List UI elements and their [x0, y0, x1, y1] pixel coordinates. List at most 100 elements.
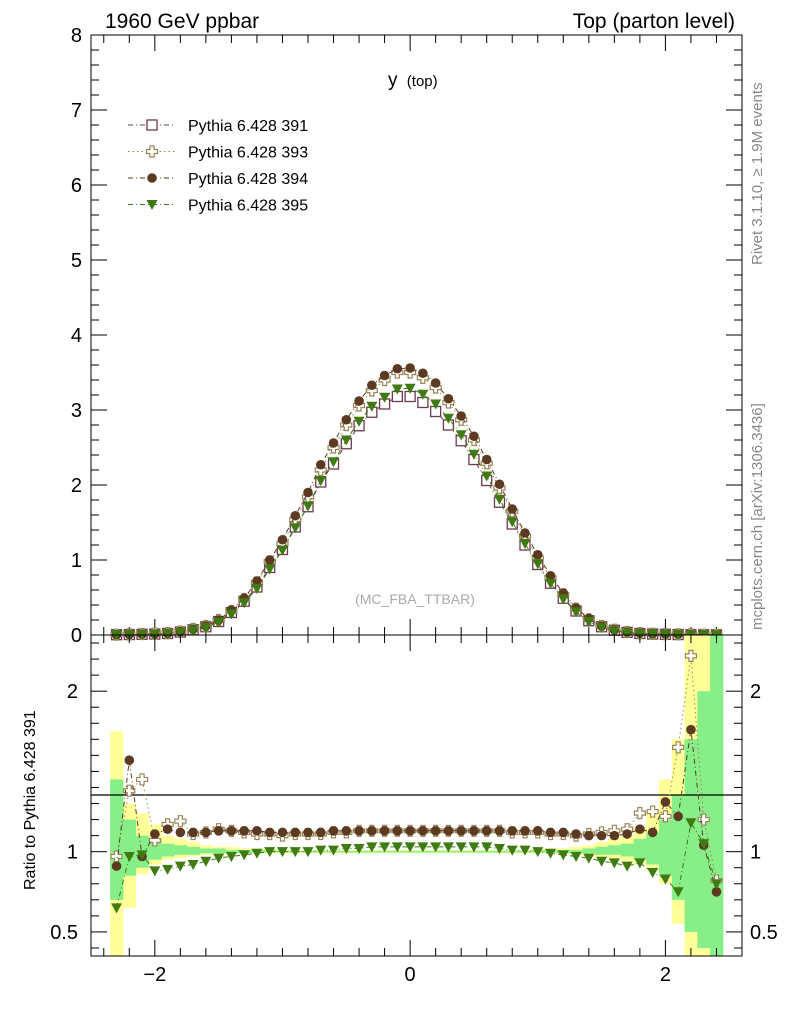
legend-label: Pythia 6.428 391 [188, 118, 308, 135]
uncertainty-band-green [122, 819, 137, 876]
ratio-point [596, 856, 608, 867]
ratio-point [646, 805, 659, 818]
ratio-series-pythia-6.428-395 [111, 818, 722, 914]
ratio-point [379, 826, 390, 836]
ratio-point [545, 827, 556, 838]
data-point [392, 363, 403, 374]
ratio-point [328, 826, 339, 836]
ratio-point [225, 851, 237, 862]
ratio-point [443, 826, 454, 836]
ratio-point [647, 827, 658, 838]
main-y-tick-label: 8 [71, 25, 82, 47]
ratio-point [659, 810, 672, 823]
ratio-point [685, 818, 697, 829]
rivet-label: Rivet 3.1.10, ≥ 1.9M events [749, 83, 766, 266]
data-point [442, 413, 454, 424]
ratio-point [201, 827, 211, 838]
main-title-sub: (top) [407, 73, 438, 90]
ratio-point [456, 826, 466, 836]
legend-label: Pythia 6.428 395 [188, 198, 308, 215]
uncertainty-band-green [186, 846, 200, 855]
data-point [341, 414, 352, 425]
ratio-point [366, 842, 378, 853]
data-point [405, 363, 415, 373]
ratio-point [583, 853, 595, 864]
uncertainty-band-green [173, 845, 188, 855]
data-point [315, 476, 327, 486]
data-point [251, 584, 263, 594]
ratio-point [175, 827, 186, 838]
ratio-point [354, 826, 364, 836]
data-point [264, 555, 275, 565]
data-point [519, 539, 531, 549]
data-point [493, 494, 505, 505]
data-point [570, 607, 582, 618]
uncertainty-band-green [671, 795, 686, 900]
data-point [520, 528, 530, 538]
ratio-point [621, 861, 633, 872]
main-y-tick-label: 4 [71, 325, 82, 347]
ratio-point [404, 842, 416, 853]
uncertainty-band-green [569, 850, 583, 854]
ratio-point [672, 887, 684, 898]
ratio-point [673, 811, 683, 822]
ratio-line [116, 821, 717, 908]
data-point [430, 378, 441, 388]
ratio-x-tick-label: 0 [405, 964, 416, 986]
data-point [557, 594, 569, 605]
ratio-point [710, 879, 722, 890]
data-point [391, 384, 403, 395]
data-point [367, 380, 377, 391]
ratio-point [315, 827, 326, 838]
data-point [238, 598, 250, 609]
ratio-point [684, 649, 698, 662]
ratio-point [622, 829, 632, 839]
ratio-series-pythia-6.428-394 [111, 724, 722, 897]
series-pythia-6.428-395 [111, 383, 722, 641]
data-point [468, 449, 480, 460]
data-point [404, 383, 416, 394]
main-y-tick-label: 6 [71, 175, 82, 197]
ratio-point [302, 847, 314, 858]
ratio-point [187, 860, 199, 871]
uncertainty-band-yellow [225, 846, 239, 854]
uncertainty-band-green [633, 838, 647, 860]
data-point [634, 629, 646, 640]
ratio-point [200, 856, 212, 867]
ratio-point [418, 826, 428, 836]
ratio-point [136, 850, 148, 861]
ratio-point [506, 845, 518, 856]
ratio-point [367, 826, 377, 836]
ratio-point [162, 824, 173, 835]
ratio-point [148, 834, 161, 847]
mcplots-label: mcplots.cern.ch [arXiv:1306.3436] [749, 403, 766, 630]
data-point [608, 626, 620, 637]
ratio-point [417, 842, 429, 853]
main-y-tick-label: 0 [71, 625, 82, 647]
ratio-point [239, 826, 249, 836]
main-title: y (top) [388, 70, 438, 91]
uncertainty-band-green [684, 739, 698, 932]
uncertainty-band-green [161, 843, 175, 857]
legend-label: Pythia 6.428 393 [188, 145, 308, 162]
ratio-point [442, 842, 454, 853]
uncertainty-band-green [595, 846, 609, 855]
ratio-point [174, 861, 186, 872]
ratio-y-tick-label-right: 1 [750, 842, 761, 864]
data-point [290, 510, 301, 521]
data-point [277, 534, 288, 545]
ratio-y-tick-label-right: 0.5 [750, 922, 778, 944]
uncertainty-band-green [110, 779, 124, 900]
ratio-point [341, 826, 352, 836]
ratio-point [494, 826, 505, 836]
ratio-point [532, 847, 544, 858]
ratio-point [520, 826, 530, 836]
ratio-point [162, 864, 174, 875]
right-title: Top (parton level) [573, 10, 735, 33]
ratio-point [328, 845, 340, 856]
ratio-frame [90, 634, 743, 957]
data-point [328, 457, 340, 468]
ratio-ticks: 0.5 0.5 1 1 2 2 −2 0 2 [50, 635, 778, 986]
ratio-point [659, 874, 671, 885]
ratio-point [493, 843, 505, 854]
